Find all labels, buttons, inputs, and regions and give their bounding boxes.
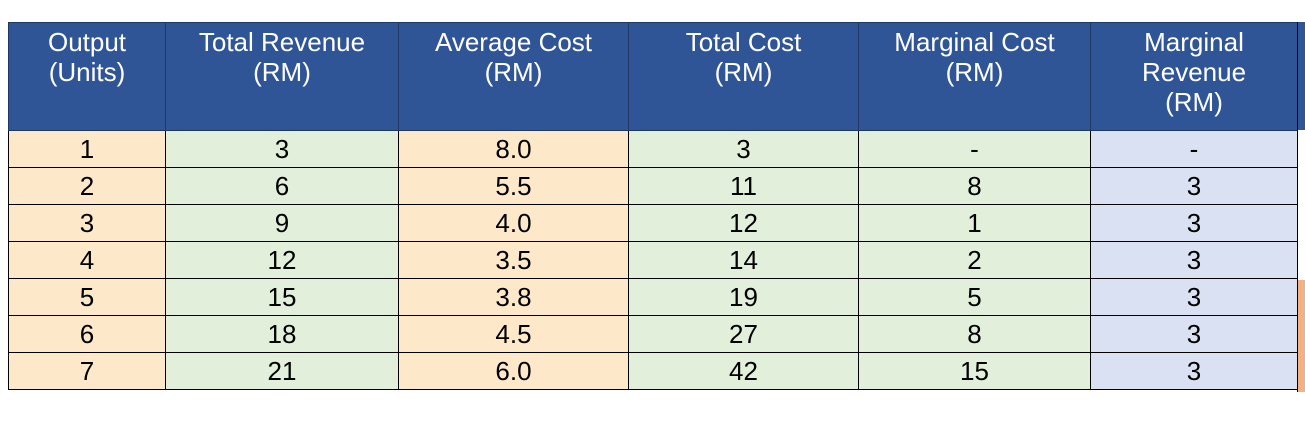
table-cell: 8.0 [398, 130, 629, 168]
table-row: 2 6 5.5 11 8 3 [8, 167, 1298, 205]
table-cell: 3.5 [398, 241, 629, 279]
table-cell: 12 [165, 241, 399, 279]
table-cell: 5.5 [398, 167, 629, 205]
table-cell: 3 [628, 130, 859, 168]
table-cell: 4.5 [398, 315, 629, 353]
table-cell: 27 [628, 315, 859, 353]
table-row: 3 9 4.0 12 1 3 [8, 204, 1298, 242]
table-cell: 15 [858, 352, 1091, 390]
table-cell: 6 [8, 315, 166, 353]
table-cell: 19 [628, 278, 859, 316]
table-cell: 8 [858, 167, 1091, 205]
data-table: Output (Units) Total Revenue (RM) Average Co… [8, 22, 1298, 390]
table-cell: 15 [165, 278, 399, 316]
table-cell: - [1090, 130, 1298, 168]
column-header: Total Cost (RM) [628, 22, 859, 131]
table-cell: - [858, 130, 1091, 168]
table-cell: 7 [8, 352, 166, 390]
table-cell: 3 [8, 204, 166, 242]
table-row: 6 18 4.5 27 8 3 [8, 315, 1298, 353]
header-line: Total Revenue [198, 27, 366, 57]
header-line: (Units) [48, 57, 126, 87]
table-row: 7 21 6.0 42 15 3 [8, 352, 1298, 390]
header-row: Output (Units) Total Revenue (RM) Average Co… [8, 22, 1298, 131]
table-cell: 3 [1090, 315, 1298, 353]
header-line: (RM) [253, 57, 311, 87]
header-line: Marginal Cost [894, 27, 1055, 57]
header-line: (RM) [945, 57, 1004, 87]
column-header: Output (Units) [8, 22, 166, 131]
table-row: 1 3 8.0 3- - [8, 130, 1298, 168]
table-cell: 3.8 [398, 278, 629, 316]
column-header: Marginal Revenue (RM) [1090, 22, 1298, 131]
header-line: Average Cost [434, 27, 593, 57]
table-cell: 5 [8, 278, 166, 316]
table-cell: 42 [628, 352, 859, 390]
table-cell: 8 [858, 315, 1091, 353]
table-body: 1 3 8.0 3- -2 6 5.5 11 8 3 3 9 4.0 12 1 3 4 12 3.5 14 2 3 5 15 3… [8, 130, 1298, 390]
table-cell: 18 [165, 315, 399, 353]
table-cell: 4 [8, 241, 166, 279]
header-line: (RM) [484, 57, 543, 87]
header-line: (RM) [714, 57, 773, 87]
table-cell: 3 [1090, 278, 1298, 316]
column-header: Total Revenue (RM) [165, 22, 399, 131]
header-line: Marginal [1144, 27, 1244, 57]
table-cell: 3 [165, 130, 399, 168]
table-cell: 14 [628, 241, 859, 279]
header-line: Total Cost [685, 27, 802, 57]
table-cell: 11 [628, 167, 859, 205]
table-row: 4 12 3.5 14 2 3 [8, 241, 1298, 279]
table-cell: 1 [858, 204, 1091, 242]
table-cell: 6 [165, 167, 399, 205]
table-cell: 3 [1090, 241, 1298, 279]
column-header: Average Cost (RM) [398, 22, 629, 131]
header-line: Revenue [1141, 57, 1247, 87]
table-cell: 9 [165, 204, 399, 242]
table-cell: 2 [8, 167, 166, 205]
table-cell: 3 [1090, 204, 1298, 242]
table-cell: 5 [858, 278, 1091, 316]
table-cell: 2 [858, 241, 1091, 279]
header-line: (RM) [1165, 87, 1223, 117]
header-line: Output [47, 27, 127, 57]
table-wrap: Output (Units) Total Revenue (RM) Average Co… [8, 22, 1298, 390]
column-header: Marginal Cost (RM) [858, 22, 1091, 131]
table-cell: 21 [165, 352, 399, 390]
cut-off-cells [1297, 280, 1305, 392]
cut-off-header [1297, 22, 1305, 130]
cut-off-column [1297, 22, 1305, 392]
table-row: 5 15 3.8 19 5 3 [8, 278, 1298, 316]
table-cell: 4.0 [398, 204, 629, 242]
table-cell: 12 [628, 204, 859, 242]
table-cell: 3 [1090, 352, 1298, 390]
table-cell: 1 [8, 130, 166, 168]
table-cell: 3 [1090, 167, 1298, 205]
table-cell: 6.0 [398, 352, 629, 390]
